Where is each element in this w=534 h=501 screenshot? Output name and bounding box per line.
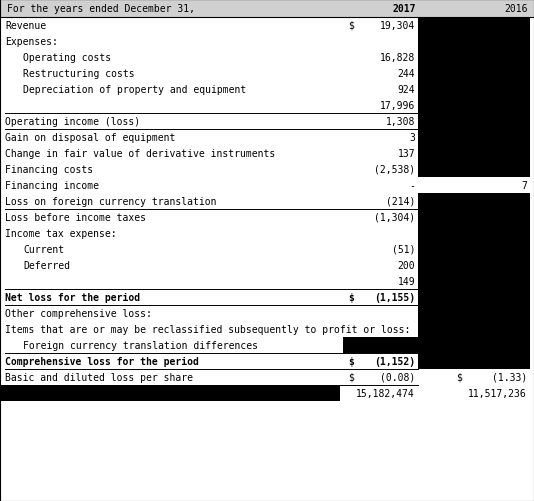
Text: Operating income (loss): Operating income (loss)	[5, 117, 140, 127]
Text: 7: 7	[521, 181, 527, 190]
Text: Current: Current	[23, 244, 64, 255]
Text: 15,182,474: 15,182,474	[356, 388, 415, 398]
Bar	[0, 385, 340, 401]
Text: Deferred: Deferred	[23, 261, 70, 271]
Text: Foreign currency translation differences: Foreign currency translation differences	[23, 340, 258, 350]
Text: 19,304: 19,304	[380, 21, 415, 31]
Text: 16,828: 16,828	[380, 53, 415, 63]
Bar	[418, 209, 530, 225]
Bar	[418, 82, 530, 98]
Bar	[418, 146, 530, 162]
Text: Income tax expense:: Income tax expense:	[5, 228, 116, 238]
Text: Financing income: Financing income	[5, 181, 99, 190]
Text: 137: 137	[397, 149, 415, 159]
Text: 17,996: 17,996	[380, 101, 415, 111]
Text: Financing costs: Financing costs	[5, 165, 93, 175]
Text: 200: 200	[397, 261, 415, 271]
Text: (1,304): (1,304)	[374, 212, 415, 222]
Text: (1,152): (1,152)	[374, 356, 415, 366]
Text: 2017: 2017	[392, 4, 416, 14]
Bar	[0, 0, 534, 18]
Bar	[418, 225, 530, 241]
Text: Loss before income taxes: Loss before income taxes	[5, 212, 146, 222]
Text: Change in fair value of derivative instruments: Change in fair value of derivative instr…	[5, 149, 275, 159]
Bar	[418, 337, 530, 353]
Text: Restructuring costs: Restructuring costs	[23, 69, 135, 79]
Text: (2,538): (2,538)	[374, 165, 415, 175]
Text: Net loss for the period: Net loss for the period	[5, 293, 140, 303]
Text: $: $	[348, 372, 354, 382]
Bar	[418, 66, 530, 82]
Text: 244: 244	[397, 69, 415, 79]
Bar	[418, 162, 530, 178]
Text: Basic and diluted loss per share: Basic and diluted loss per share	[5, 372, 193, 382]
Bar	[418, 50, 530, 66]
Text: (51): (51)	[391, 244, 415, 255]
Text: 2016: 2016	[505, 4, 528, 14]
Bar	[418, 34, 530, 50]
Bar	[418, 321, 530, 337]
Bar	[418, 98, 530, 114]
Text: Comprehensive loss for the period: Comprehensive loss for the period	[5, 356, 199, 366]
Text: Operating costs: Operating costs	[23, 53, 111, 63]
Bar	[418, 114, 530, 130]
Text: (1,155): (1,155)	[374, 293, 415, 303]
Text: $: $	[348, 356, 354, 366]
Bar	[418, 241, 530, 258]
Text: (1.33): (1.33)	[492, 372, 527, 382]
Bar	[418, 274, 530, 290]
Text: $: $	[348, 293, 354, 303]
Bar	[418, 306, 530, 321]
Text: (0.08): (0.08)	[380, 372, 415, 382]
Bar	[418, 18, 530, 34]
Text: Items that are or may be reclassified subsequently to profit or loss:: Items that are or may be reclassified su…	[5, 324, 410, 334]
Text: Expenses:: Expenses:	[5, 37, 58, 47]
Bar	[418, 193, 530, 209]
Bar	[418, 290, 530, 306]
Text: (214): (214)	[386, 196, 415, 206]
Text: $: $	[348, 21, 354, 31]
Text: 1,308: 1,308	[386, 117, 415, 127]
Text: Loss on foreign currency translation: Loss on foreign currency translation	[5, 196, 216, 206]
Text: Other comprehensive loss:: Other comprehensive loss:	[5, 309, 152, 318]
Text: $: $	[456, 372, 462, 382]
Bar	[343, 337, 418, 353]
Text: 3: 3	[409, 133, 415, 143]
Text: Depreciation of property and equipment: Depreciation of property and equipment	[23, 85, 246, 95]
Bar	[418, 258, 530, 274]
Text: 149: 149	[397, 277, 415, 287]
Text: 924: 924	[397, 85, 415, 95]
Text: Gain on disposal of equipment: Gain on disposal of equipment	[5, 133, 175, 143]
Bar	[418, 130, 530, 146]
Text: Weighted average number of Class A common: Weighted average number of Class A commo…	[5, 388, 246, 398]
Text: Revenue: Revenue	[5, 21, 46, 31]
Text: 11,517,236: 11,517,236	[468, 388, 527, 398]
Text: For the years ended December 31,: For the years ended December 31,	[7, 4, 195, 14]
Text: -: -	[409, 181, 415, 190]
Bar	[418, 353, 530, 369]
